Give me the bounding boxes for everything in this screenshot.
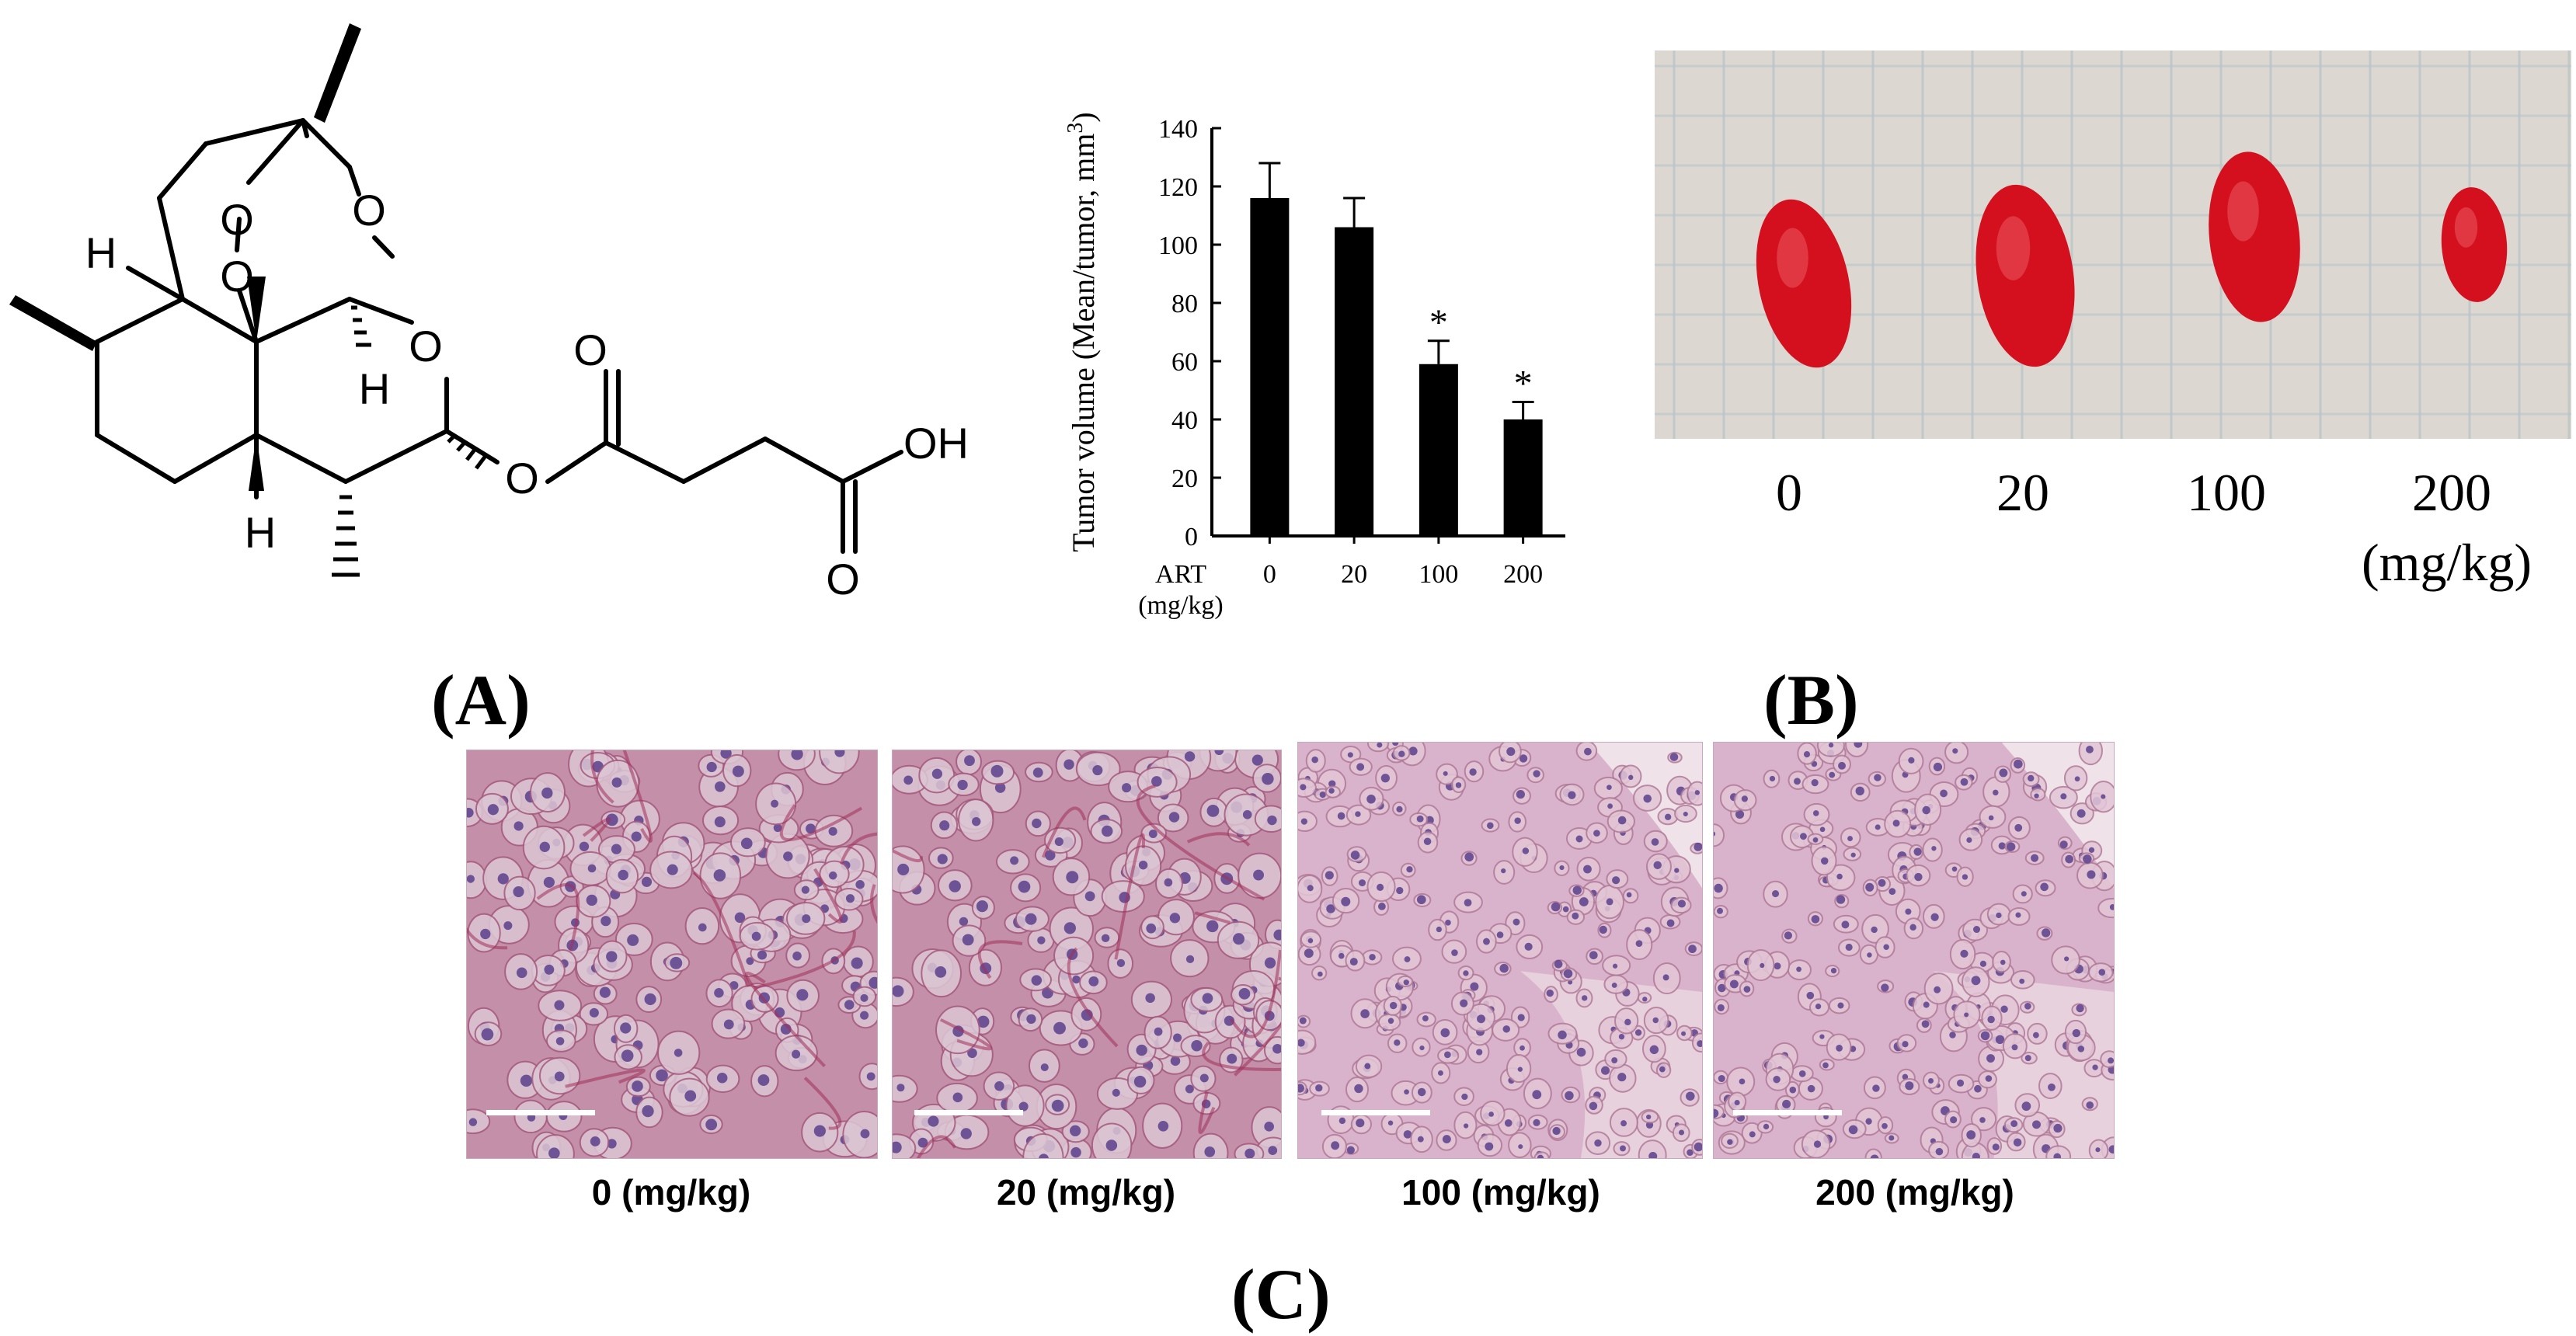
x-tick-label-20: 20 [1341, 560, 1367, 589]
atom-o7: O [826, 555, 860, 604]
scale-bar [914, 1110, 1023, 1115]
histology-caption-200: 200 (mg/kg) [1815, 1172, 2014, 1212]
significance-100: * [1429, 302, 1448, 343]
y-tick-label: 120 [1158, 173, 1198, 202]
tumor-photo [1655, 50, 2571, 439]
y-tick-label: 140 [1158, 115, 1198, 144]
histology-caption-0: 0 (mg/kg) [591, 1172, 751, 1212]
y-tick-label: 80 [1171, 290, 1198, 318]
x-axis-label-unit: (mg/kg) [1138, 591, 1224, 620]
photo-dose-20: 20 [1996, 463, 2049, 522]
histology-0 [466, 750, 878, 1159]
bar-0 [1250, 198, 1290, 536]
significance-200: * [1514, 364, 1533, 405]
atom-h2: H [359, 364, 390, 413]
x-tick-label-0: 0 [1263, 560, 1276, 589]
photo-dose-200: 200 [2412, 463, 2491, 522]
y-tick-label: 40 [1171, 406, 1198, 435]
histology-20 [892, 750, 1282, 1159]
atom-h1: H [85, 228, 117, 277]
atom-h3: H [245, 508, 276, 557]
histology-caption-20: 20 (mg/kg) [996, 1172, 1176, 1212]
photo-dose-0: 0 [1776, 463, 1802, 522]
atom-oh: OH [903, 419, 969, 468]
panel-label-a: (A) [431, 660, 531, 739]
y-axis-label: Tumor volume (Mean/tumor, mm3) [1063, 112, 1102, 551]
histology-caption-100: 100 (mg/kg) [1401, 1172, 1600, 1212]
photo-dose-100: 100 [2187, 463, 2266, 522]
x-tick-label-100: 100 [1419, 560, 1458, 589]
y-tick-label: 100 [1158, 231, 1198, 260]
scale-bar [486, 1110, 595, 1115]
atom-o1: O [220, 195, 254, 244]
atom-o6: O [573, 325, 607, 374]
bar-100 [1419, 364, 1458, 536]
x-tick-label-200: 200 [1503, 560, 1543, 589]
bar-20 [1335, 227, 1374, 536]
y-tick-label: 20 [1171, 464, 1198, 493]
histology-200 [1713, 742, 2115, 1159]
panel-label-c: (C) [1231, 1254, 1331, 1334]
atom-o2: O [220, 252, 254, 301]
photo-dose-unit: (mg/kg) [2362, 533, 2532, 592]
histology-100 [1297, 742, 1703, 1159]
scale-bar [1321, 1110, 1430, 1115]
y-tick-label: 60 [1171, 348, 1198, 377]
tumor-volume-bar-chart: 0 20 40 60 80 100 120 140 0 20 100 * 200 * ART(mg/kg) T… [1063, 112, 1565, 620]
scale-bar [1733, 1110, 1842, 1115]
atom-o4: O [409, 322, 443, 371]
panel-label-b: (B) [1763, 660, 1859, 739]
chemical-structure: O O O O O O H H H OH O [9, 23, 969, 604]
atom-o5: O [505, 454, 539, 503]
atom-o3: O [352, 186, 386, 235]
bar-200 [1503, 419, 1543, 536]
x-axis-label: ART [1155, 560, 1206, 589]
y-tick-label: 0 [1185, 523, 1198, 551]
